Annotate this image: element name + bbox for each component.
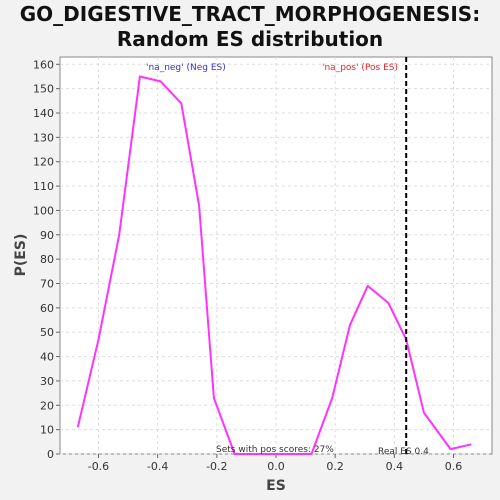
neg-es-label: 'na_neg' (Neg ES) <box>146 63 226 73</box>
x-tick-label: -0.4 <box>147 460 168 473</box>
y-tick-label: 30 <box>40 375 54 388</box>
x-tick-label: 0.6 <box>445 460 463 473</box>
y-tick-label: 120 <box>33 156 54 169</box>
real-es-label: Real ES 0.4 <box>378 447 429 457</box>
y-tick-label: 160 <box>33 58 54 71</box>
x-tick-label: 0.4 <box>386 460 404 473</box>
y-axis-label: P(ES) <box>13 234 29 277</box>
y-tick-label: 150 <box>33 83 54 96</box>
series-line <box>76 75 472 455</box>
series-layer <box>76 57 472 455</box>
y-tick-label: 90 <box>40 229 54 242</box>
chart-title-line2: Random ES distribution <box>116 27 384 51</box>
y-tick-label: 140 <box>33 107 54 120</box>
ticks: 0 10 20 30 40 50 60 70 80 90 100 110 120 130 140 150 160… <box>33 58 462 473</box>
y-tick-label: 70 <box>40 278 54 291</box>
x-tick-label: -0.2 <box>206 460 227 473</box>
y-tick-label: 20 <box>40 399 54 412</box>
y-tick-label: 60 <box>40 302 54 315</box>
y-tick-label: 40 <box>40 351 54 364</box>
y-tick-label: 100 <box>33 204 54 217</box>
annotations: 'na_neg' (Neg ES) 'na_pos' (Pos ES) Sets… <box>146 63 429 457</box>
x-tick-label: 0.0 <box>267 460 285 473</box>
y-tick-label: 80 <box>40 253 54 266</box>
grid <box>60 57 492 455</box>
y-tick-label: 10 <box>40 424 54 437</box>
x-tick-label: -0.6 <box>88 460 109 473</box>
x-tick-label: 0.2 <box>326 460 344 473</box>
pos-es-label: 'na_pos' (Pos ES) <box>322 63 398 73</box>
x-axis-label: ES <box>266 478 286 494</box>
chart-title: GO_DIGESTIVE_TRACT_MORPHOGENESIS: Random… <box>0 2 500 52</box>
y-tick-label: 130 <box>33 131 54 144</box>
y-tick-label: 50 <box>40 326 54 339</box>
chart-title-line1: GO_DIGESTIVE_TRACT_MORPHOGENESIS: <box>19 2 481 26</box>
y-tick-label: 110 <box>33 180 54 193</box>
pos-scores-label: Sets with pos scores: 27% <box>216 445 334 455</box>
y-tick-label: 0 <box>47 448 54 461</box>
